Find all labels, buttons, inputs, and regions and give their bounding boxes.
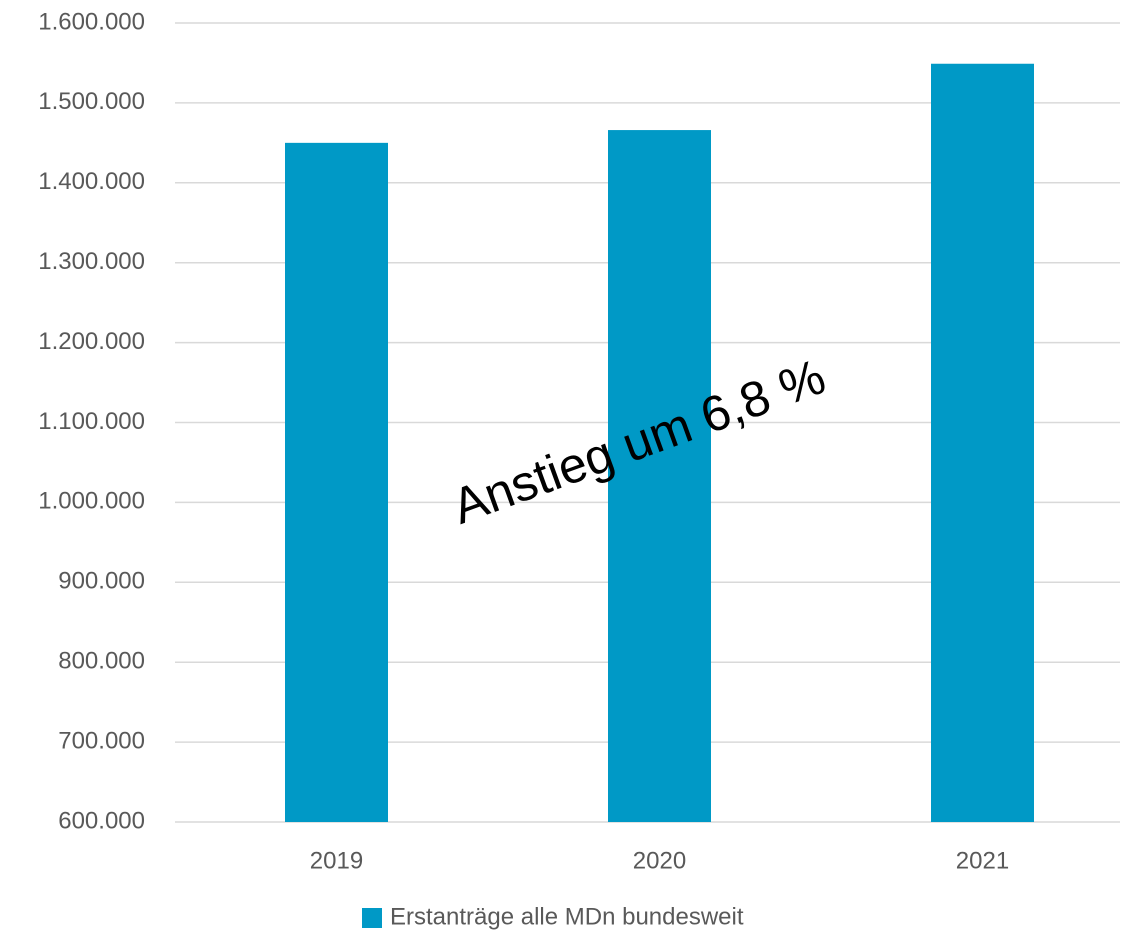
- legend-label: Erstanträge alle MDn bundesweit: [390, 903, 744, 930]
- y-tick-label: 1.100.000: [38, 408, 145, 435]
- bar: [931, 63, 1034, 822]
- y-tick-label: 800.000: [58, 648, 145, 675]
- y-tick-label: 1.400.000: [38, 168, 145, 195]
- bar: [608, 130, 711, 823]
- y-tick-label: 1.500.000: [38, 88, 145, 115]
- y-tick-label: 1.200.000: [38, 328, 145, 355]
- x-tick-label: 2020: [633, 847, 686, 874]
- y-tick-label: 1.300.000: [38, 248, 145, 275]
- bar: [285, 142, 388, 823]
- y-tick-label: 900.000: [58, 568, 145, 595]
- x-tick-label: 2021: [956, 847, 1009, 874]
- y-tick-label: 1.000.000: [38, 488, 145, 515]
- legend-swatch: [362, 908, 382, 928]
- y-tick-label: 700.000: [58, 727, 145, 754]
- y-tick-label: 1.600.000: [38, 8, 145, 35]
- x-tick-label: 2019: [310, 847, 363, 874]
- y-tick-label: 600.000: [58, 807, 145, 834]
